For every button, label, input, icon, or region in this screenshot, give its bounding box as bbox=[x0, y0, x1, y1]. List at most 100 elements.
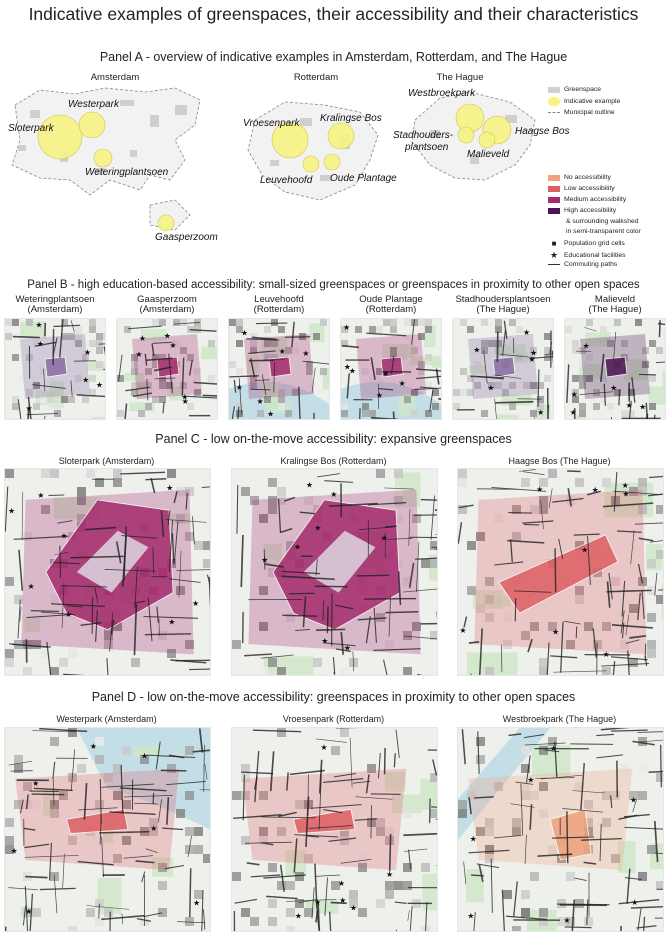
svg-text:★: ★ bbox=[349, 366, 356, 375]
svg-text:★: ★ bbox=[631, 898, 638, 907]
svg-text:★: ★ bbox=[459, 626, 466, 635]
svg-text:★: ★ bbox=[630, 796, 637, 805]
svg-text:★: ★ bbox=[294, 542, 301, 551]
panel-d-map: ★ ★ ★ ★ ★ ★ ★ bbox=[4, 727, 211, 932]
map-name: Gaasperzoom bbox=[137, 294, 197, 305]
svg-text:★: ★ bbox=[344, 643, 351, 652]
svg-text:★: ★ bbox=[527, 775, 534, 784]
panel-c-map: ★ ★ ★ ★ ★ ★ ★ ★ bbox=[4, 468, 211, 676]
svg-text:★: ★ bbox=[530, 349, 537, 358]
panel-d-map-title: Westbroekpark (The Hague) bbox=[502, 714, 617, 724]
panel-b-map-title: Oude Plantage (Rotterdam) bbox=[336, 295, 446, 315]
label-kralingse-bos: Kralingse Bos bbox=[320, 113, 382, 124]
figure-title: Indicative examples of greenspaces, thei… bbox=[28, 4, 639, 24]
legend-low-access: Low accessibility bbox=[548, 185, 615, 192]
panel-b-map: ★ ★ ★ ★ ★ ★ bbox=[564, 318, 666, 420]
label-oude-plantage: Oude Plantage bbox=[330, 173, 397, 184]
svg-text:★: ★ bbox=[592, 486, 599, 495]
label-stadhoudersplantsoen-1: Stadhouders- bbox=[393, 130, 454, 141]
city-title-amsterdam: Amsterdam bbox=[90, 72, 140, 83]
svg-text:★: ★ bbox=[257, 397, 264, 406]
panel-c-map-title: Haagse Bos (The Hague) bbox=[508, 456, 611, 466]
panel-d-map: ★ ★ ★ ★ ★ ★ ★ bbox=[457, 727, 664, 932]
svg-text:★: ★ bbox=[166, 484, 173, 493]
map-name: Leuvehoofd bbox=[254, 294, 304, 305]
svg-text:★: ★ bbox=[193, 899, 200, 908]
legend-population: ■ Population grid cells bbox=[551, 239, 625, 248]
svg-text:★: ★ bbox=[570, 408, 577, 417]
svg-text:★: ★ bbox=[96, 380, 103, 389]
svg-text:★: ★ bbox=[236, 383, 243, 392]
map-name: Malieveld bbox=[594, 294, 636, 305]
svg-text:★: ★ bbox=[261, 555, 268, 564]
svg-text:★: ★ bbox=[302, 349, 309, 358]
label-weteringplantsoen: Weteringplantsoen bbox=[85, 167, 169, 178]
svg-text:★: ★ bbox=[139, 334, 146, 343]
svg-text:★: ★ bbox=[537, 408, 544, 417]
svg-text:★: ★ bbox=[65, 610, 72, 619]
svg-text:★: ★ bbox=[382, 369, 389, 378]
svg-text:★: ★ bbox=[338, 879, 345, 888]
panel-c-map-title: Sloterpark (Amsterdam) bbox=[58, 456, 155, 466]
svg-text:★: ★ bbox=[581, 546, 588, 555]
panel-a-title: Panel A - overview of indicative example… bbox=[99, 50, 568, 64]
svg-text:★: ★ bbox=[37, 491, 44, 500]
legend-outline: Municipal outline bbox=[548, 109, 615, 116]
panel-b-map: ★ ★ ★ ★ ★ ★ bbox=[452, 318, 554, 420]
panel-c-title: Panel C - low on-the-move accessibility:… bbox=[155, 432, 512, 446]
label-stadhoudersplantsoen-2: plantsoen bbox=[405, 142, 449, 153]
legend-commuting: Commuting paths bbox=[548, 261, 617, 268]
legend-indicative: Indicative example bbox=[548, 97, 620, 106]
panel-b-title: Panel B - high education-based accessibi… bbox=[27, 279, 640, 291]
svg-text:★: ★ bbox=[603, 650, 610, 659]
label-gaasperzoom: Gaasperzoom bbox=[155, 232, 218, 243]
panel-b-map: ★ ★ ★ ★ ★ ★ bbox=[116, 318, 218, 420]
map-city: (Rotterdam) bbox=[253, 304, 305, 315]
panel-b-map: ★ ★ ★ ★ ★ ★ bbox=[228, 318, 330, 420]
svg-text:★: ★ bbox=[169, 341, 176, 350]
svg-text:★: ★ bbox=[582, 341, 589, 350]
svg-text:★: ★ bbox=[376, 391, 383, 400]
panel-a-overview-map bbox=[11, 87, 536, 232]
svg-text:★: ★ bbox=[639, 402, 646, 411]
panel-c-map: ★ ★ ★ ★ ★ ★ ★ ★ bbox=[231, 468, 438, 676]
svg-text:★: ★ bbox=[622, 489, 629, 498]
svg-text:★: ★ bbox=[610, 384, 617, 393]
svg-text:★: ★ bbox=[25, 404, 32, 413]
legend-education: ★ Educational facilities bbox=[549, 250, 626, 260]
map-city: (The Hague) bbox=[476, 304, 530, 315]
star-icon: ★ bbox=[549, 250, 559, 260]
svg-text:★: ★ bbox=[314, 524, 321, 533]
city-title-the-hague: The Hague bbox=[436, 72, 484, 83]
svg-text:★: ★ bbox=[192, 599, 199, 608]
legend-greenspace: Greenspace bbox=[548, 86, 601, 93]
panel-d-map-title: Westerpark (Amsterdam) bbox=[56, 714, 157, 724]
svg-text:★: ★ bbox=[550, 744, 557, 753]
map-city: (Rotterdam) bbox=[365, 304, 417, 315]
svg-text:★: ★ bbox=[563, 916, 570, 925]
map-name: Stadhoudersplantsoen bbox=[455, 294, 551, 305]
label-westerpark: Westerpark bbox=[68, 99, 119, 110]
panel-b-map-title: Gaasperzoom (Amsterdam) bbox=[112, 295, 222, 315]
svg-text:★: ★ bbox=[473, 346, 480, 355]
label-haagse-bos: Haagse Bos bbox=[515, 126, 570, 137]
svg-text:★: ★ bbox=[32, 779, 39, 788]
map-city: (The Hague) bbox=[588, 304, 642, 315]
panel-b-map: ★ ★ ★ ★ ★ ★ bbox=[340, 318, 442, 420]
svg-text:★: ★ bbox=[135, 350, 142, 359]
panel-b-map-title: Malieveld (The Hague) bbox=[560, 295, 667, 315]
svg-text:★: ★ bbox=[626, 401, 633, 410]
svg-text:★: ★ bbox=[27, 582, 34, 591]
svg-text:★: ★ bbox=[536, 485, 543, 494]
svg-text:★: ★ bbox=[8, 507, 15, 516]
svg-text:★: ★ bbox=[164, 331, 171, 340]
label-vroesenpark: Vroesenpark bbox=[243, 118, 300, 129]
svg-text:★: ★ bbox=[467, 912, 474, 921]
svg-text:★: ★ bbox=[314, 898, 321, 907]
legend-high-access: High accessibility bbox=[548, 207, 616, 214]
svg-text:★: ★ bbox=[182, 397, 189, 406]
svg-text:★: ★ bbox=[339, 896, 346, 905]
svg-text:★: ★ bbox=[523, 328, 530, 337]
svg-text:★: ★ bbox=[150, 824, 157, 833]
svg-text:★: ★ bbox=[381, 534, 388, 543]
